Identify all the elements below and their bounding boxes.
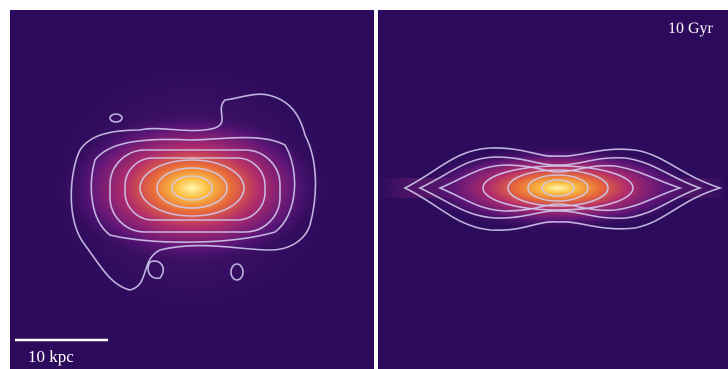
edge-on-panel: 10 Gyr [378, 10, 728, 369]
face-on-panel: 10 kpc [10, 10, 374, 369]
scale-bar-label: 10 kpc [28, 347, 74, 366]
time-label: 10 Gyr [668, 20, 714, 37]
